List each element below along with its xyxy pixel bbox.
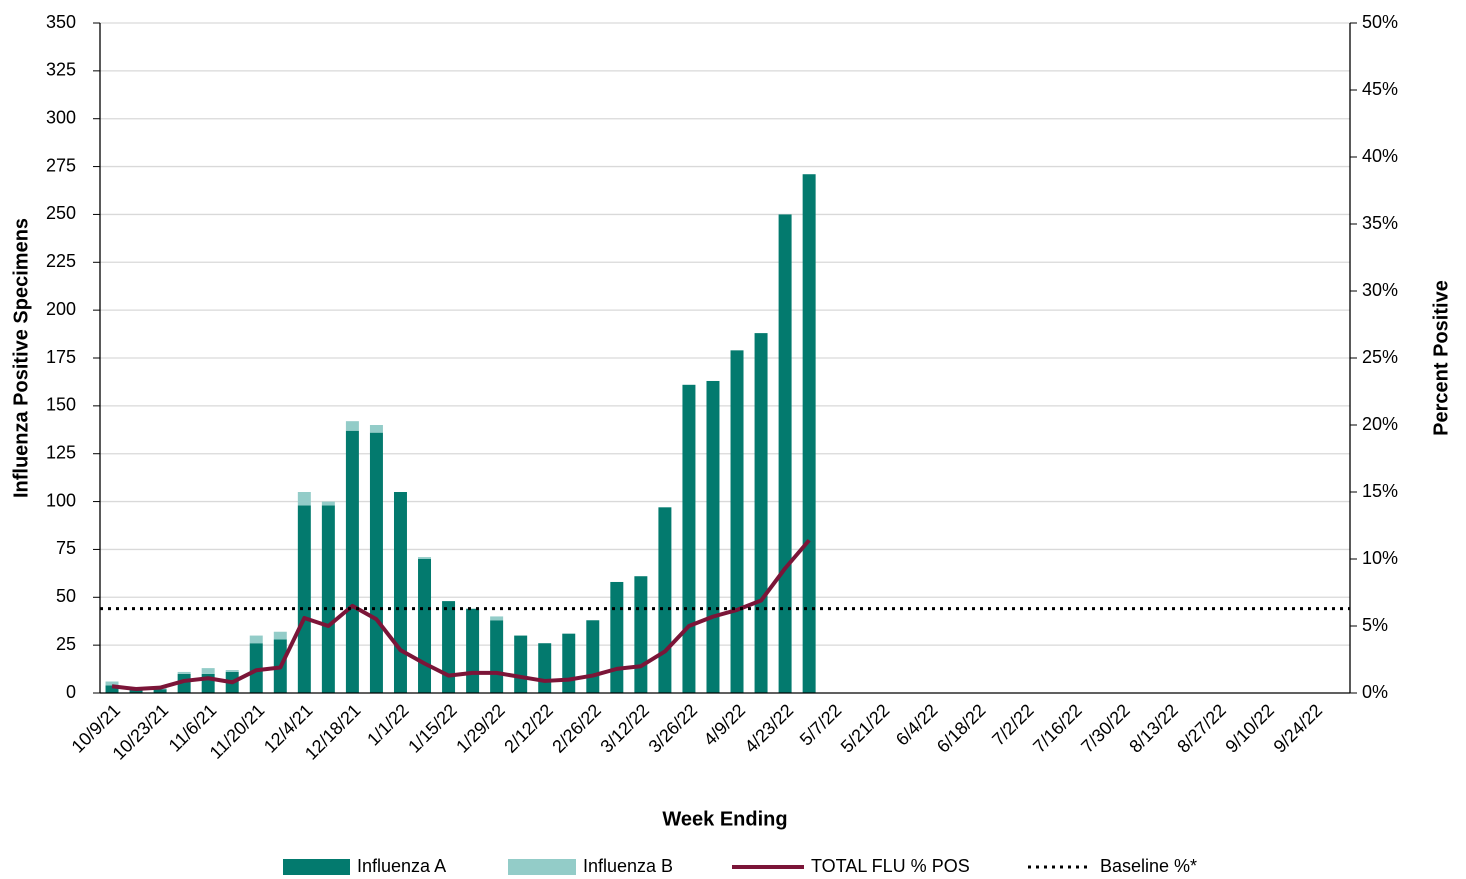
y-tick-label: 75 xyxy=(56,538,76,558)
y-tick-label: 0 xyxy=(66,682,76,702)
y2-tick-label: 45% xyxy=(1362,79,1398,99)
legend-swatch xyxy=(283,859,350,875)
y2-tick-label: 5% xyxy=(1362,615,1388,635)
line xyxy=(111,538,811,691)
legend-label: Influenza B xyxy=(583,856,673,876)
bar xyxy=(321,505,335,693)
bar xyxy=(730,350,744,693)
bar xyxy=(418,557,432,559)
bar xyxy=(514,635,528,693)
y-axis-title: Influenza Positive Specimens xyxy=(10,218,32,498)
y-tick-label: 100 xyxy=(46,490,76,510)
x-tick-label: 7/30/22 xyxy=(1077,700,1134,757)
x-tick-label: 9/10/22 xyxy=(1221,700,1278,757)
bar xyxy=(177,671,191,674)
x-tick-label: 9/24/22 xyxy=(1270,700,1327,757)
bar xyxy=(129,689,143,693)
y-tick-label: 150 xyxy=(46,395,76,415)
y-tick-label: 225 xyxy=(46,251,76,271)
y-tick-label: 250 xyxy=(46,203,76,223)
bar xyxy=(321,501,335,506)
bar xyxy=(610,581,624,693)
bar xyxy=(442,601,456,693)
bar xyxy=(706,380,720,693)
bar xyxy=(273,631,287,640)
y2-tick-label: 40% xyxy=(1362,146,1398,166)
y-tick-label: 125 xyxy=(46,442,76,462)
bar xyxy=(418,559,432,693)
legend-label: Influenza A xyxy=(357,856,446,876)
x-tick-label: 1/15/22 xyxy=(404,700,461,757)
x-tick-label: 8/27/22 xyxy=(1173,700,1230,757)
bar xyxy=(538,643,552,693)
y2-tick-label: 30% xyxy=(1362,280,1398,300)
bar xyxy=(105,681,119,686)
bar xyxy=(249,635,263,644)
y-tick-label: 300 xyxy=(46,107,76,127)
legend-swatch xyxy=(508,859,576,875)
y-tick-label: 275 xyxy=(46,155,76,175)
x-tick-label: 8/13/22 xyxy=(1125,700,1182,757)
y-tick-label: 175 xyxy=(46,347,76,367)
bar xyxy=(369,432,383,693)
x-tick-label: 2/12/22 xyxy=(500,700,557,757)
y2-tick-label: 10% xyxy=(1362,548,1398,568)
bar xyxy=(345,430,359,693)
y-tick-label: 200 xyxy=(46,299,76,319)
x-tick-label: 4/23/22 xyxy=(741,700,798,757)
x-tick-label: 3/26/22 xyxy=(645,700,702,757)
x-tick-label: 6/18/22 xyxy=(933,700,990,757)
bar xyxy=(201,668,215,674)
y-tick-label: 50 xyxy=(56,586,76,606)
bar xyxy=(586,620,600,693)
bar xyxy=(153,689,167,693)
bar xyxy=(297,505,311,693)
legend-label: Baseline %* xyxy=(1100,856,1197,876)
y-tick-label: 25 xyxy=(56,634,76,654)
y-tick-label: 325 xyxy=(46,60,76,80)
y2-tick-label: 25% xyxy=(1362,347,1398,367)
x-tick-label: 5/21/22 xyxy=(837,700,894,757)
y2-axis-title: Percent Positive xyxy=(1430,280,1452,436)
y2-tick-label: 20% xyxy=(1362,414,1398,434)
bar xyxy=(658,507,672,693)
bar xyxy=(369,425,383,433)
bar xyxy=(562,633,576,693)
bar xyxy=(105,685,119,693)
bar xyxy=(249,643,263,693)
bar xyxy=(634,576,648,693)
bar xyxy=(490,620,504,693)
y2-tick-label: 35% xyxy=(1362,213,1398,233)
x-tick-label: 7/16/22 xyxy=(1029,700,1086,757)
x-tick-label: 1/29/22 xyxy=(452,700,509,757)
y2-tick-label: 50% xyxy=(1362,12,1398,32)
bar xyxy=(297,492,311,506)
bar xyxy=(345,421,359,431)
x-tick-label: 3/12/22 xyxy=(596,700,653,757)
bar xyxy=(778,214,792,693)
y2-tick-label: 15% xyxy=(1362,481,1398,501)
y2-tick-label: 0% xyxy=(1362,682,1388,702)
bar xyxy=(490,616,504,621)
legend-label: TOTAL FLU % POS xyxy=(811,856,970,876)
bar xyxy=(393,492,407,693)
bar xyxy=(802,174,816,693)
bar xyxy=(754,333,768,693)
bar xyxy=(225,670,239,672)
bar xyxy=(466,608,480,693)
y-tick-label: 350 xyxy=(46,12,76,32)
x-axis-title: Week Ending xyxy=(662,808,787,830)
x-tick-label: 2/26/22 xyxy=(548,700,605,757)
bar xyxy=(682,384,696,693)
